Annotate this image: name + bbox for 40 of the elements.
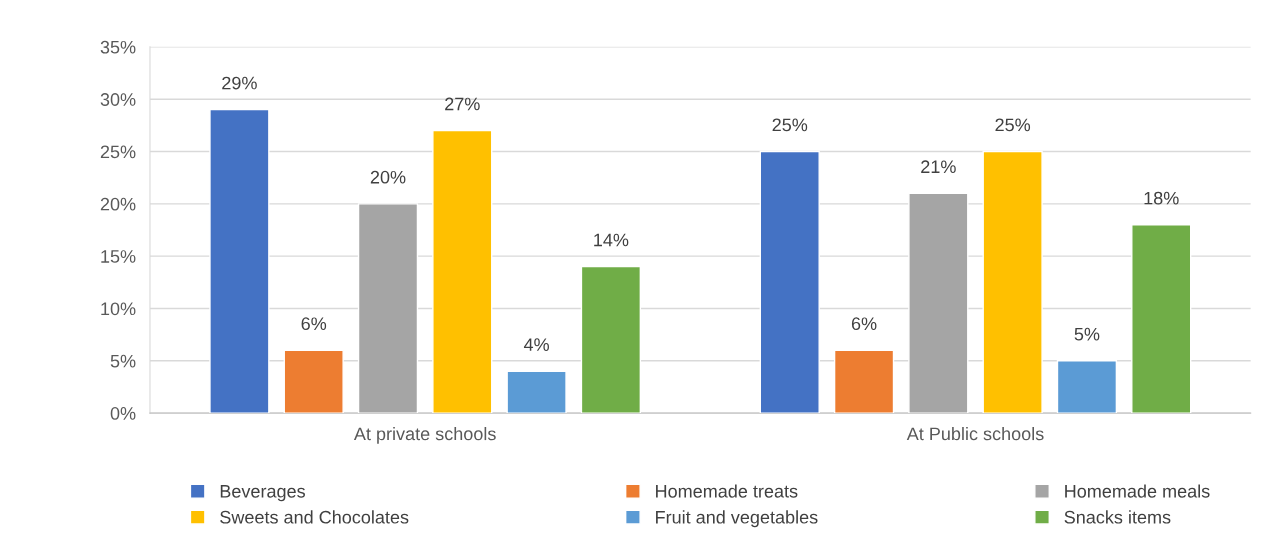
bar (1131, 224, 1192, 414)
data-label: 6% (851, 317, 877, 331)
y-tick-label: 30% (100, 93, 136, 106)
y-tick-label: 5% (110, 354, 136, 368)
bar (432, 129, 493, 414)
bar (209, 108, 270, 414)
y-tick-label: 25% (100, 145, 136, 159)
data-label: 14% (594, 233, 629, 247)
legend-label: Homemade treats (656, 484, 798, 498)
data-label: 18% (1144, 191, 1179, 205)
data-label: 21% (921, 160, 956, 174)
data-label: 6% (301, 317, 327, 331)
y-tick-label: 0% (110, 407, 136, 420)
data-label: 20% (370, 170, 406, 184)
bar (908, 192, 969, 414)
y-tick-label: 35% (100, 40, 136, 54)
y-tick-label: 10% (101, 302, 136, 316)
legend-label: Homemade meals (1065, 484, 1210, 498)
y-tick-label: 20% (100, 197, 136, 211)
bar (982, 150, 1043, 414)
x-tick-label: At Public schools (906, 427, 1044, 441)
data-label: 5% (1074, 327, 1100, 341)
bar (1056, 360, 1118, 414)
data-label: 29% (222, 76, 257, 90)
y-tick-label: 15% (101, 250, 136, 263)
bar (759, 150, 820, 414)
x-tick-label: At private schools (353, 427, 496, 444)
data-label: 27% (445, 97, 480, 111)
legend-label: Fruit and vegetables (656, 510, 818, 528)
legend-label: Sweets and Chocolates (220, 510, 409, 524)
bar (283, 349, 344, 414)
data-label: 25% (995, 118, 1031, 132)
legend-label: Beverages (220, 485, 305, 502)
bar (506, 370, 567, 414)
bar (357, 203, 419, 414)
data-label: 25% (772, 118, 808, 132)
bar (580, 265, 642, 414)
bar (833, 349, 895, 414)
legend-label: Snacks items (1064, 510, 1171, 524)
data-label: 4% (523, 338, 549, 351)
